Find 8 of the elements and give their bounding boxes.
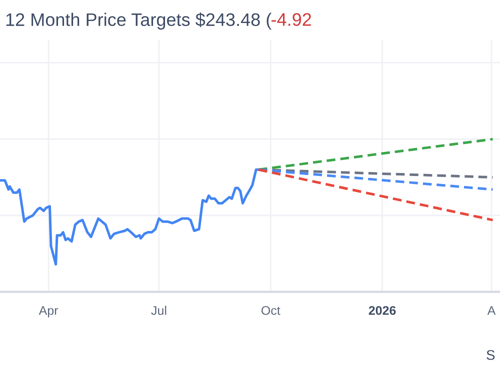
- x-tick-label: A: [487, 306, 496, 315]
- x-tick-label: Apr: [38, 306, 58, 318]
- text: -4.92: [272, 13, 311, 26]
- text: S: [486, 350, 495, 360]
- chart-title: 12 Month Price Targets $243.48 (: [6, 12, 272, 30]
- x-tick-label: 2026: [368, 306, 396, 315]
- x-tick-label: Oct: [262, 306, 280, 315]
- x-tick-label: Jul: [151, 306, 166, 315]
